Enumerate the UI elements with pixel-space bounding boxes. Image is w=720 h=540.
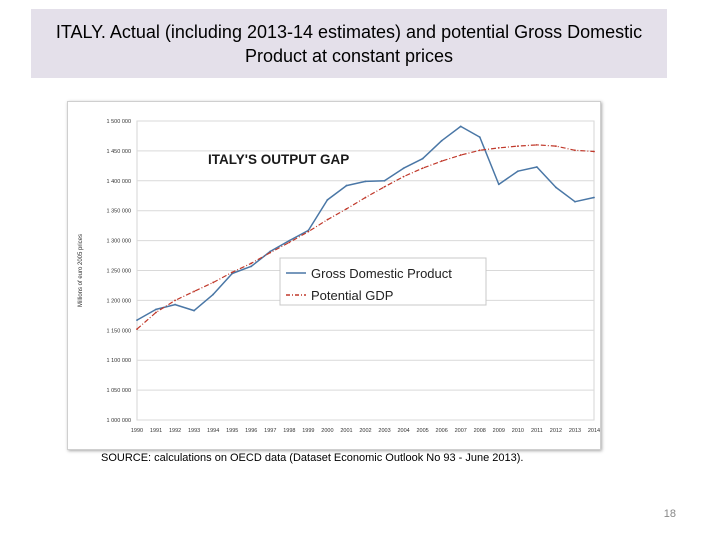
- gdp-point: [345, 184, 348, 187]
- potential-gdp-point: [535, 144, 538, 146]
- potential-gdp-point: [574, 149, 576, 152]
- page-number: 18: [663, 508, 676, 520]
- y-tick-label: 1 400 000: [107, 179, 131, 185]
- potential-gdp-point: [136, 328, 138, 331]
- gdp-point: [516, 170, 519, 173]
- potential-gdp-point: [307, 230, 310, 233]
- y-tick-label: 1 350 000: [107, 209, 131, 215]
- potential-gdp-point: [288, 241, 291, 244]
- x-tick-label: 1994: [207, 428, 219, 434]
- gdp-point: [402, 167, 405, 170]
- gdp-point: [421, 157, 424, 160]
- potential-gdp-point: [174, 299, 176, 302]
- potential-gdp-point: [516, 145, 519, 148]
- potential-gdp-point: [212, 281, 215, 284]
- x-tick-label: 2007: [455, 428, 467, 434]
- potential-gdp-point: [402, 175, 405, 178]
- gdp-point: [364, 180, 367, 183]
- gdp-point: [440, 139, 443, 142]
- x-tick-label: 1995: [226, 428, 238, 434]
- x-tick-label: 1990: [131, 428, 143, 434]
- x-tick-label: 2009: [493, 428, 505, 434]
- gdp-point: [497, 183, 500, 186]
- potential-gdp-point: [269, 251, 272, 254]
- gdp-point: [136, 319, 138, 322]
- slide-title: ITALY. Actual (including 2013-14 estimat…: [55, 21, 643, 66]
- potential-gdp-point: [250, 262, 253, 265]
- y-tick-label: 1 050 000: [107, 388, 131, 394]
- potential-gdp-point: [593, 150, 595, 153]
- y-tick-label: 1 500 000: [107, 119, 131, 125]
- potential-gdp-point: [193, 290, 196, 293]
- x-tick-label: 1991: [150, 428, 162, 434]
- y-tick-label: 1 000 000: [107, 418, 131, 424]
- potential-gdp-point: [555, 145, 557, 148]
- potential-gdp-point: [383, 185, 386, 188]
- x-tick-label: 2012: [550, 428, 562, 434]
- x-tick-label: 2011: [531, 428, 543, 434]
- gdp-point: [574, 200, 576, 203]
- gdp-point: [459, 125, 462, 128]
- potential-gdp-point: [155, 311, 157, 314]
- y-axis-label: Millions of euro 2005 prices: [78, 234, 84, 307]
- y-tick-label: 1 100 000: [107, 358, 131, 364]
- title-box: ITALY. Actual (including 2013-14 estimat…: [31, 9, 667, 78]
- x-tick-label: 2006: [436, 428, 448, 434]
- x-tick-label: 1992: [169, 428, 181, 434]
- x-tick-label: 2000: [321, 428, 333, 434]
- gdp-point: [478, 136, 481, 139]
- x-tick-label: 1998: [283, 428, 295, 434]
- gdp-point: [555, 186, 557, 189]
- potential-gdp-point: [440, 160, 443, 162]
- potential-gdp-point: [326, 218, 329, 221]
- legend-box: [279, 257, 487, 306]
- y-tick-label: 1 300 000: [107, 239, 131, 245]
- legend-label-potential-gdp: Potential GDP: [311, 288, 393, 303]
- x-tick-label: 2010: [512, 428, 524, 434]
- source-note: SOURCE: calculations on OECD data (Datas…: [101, 452, 524, 464]
- x-tick-label: 2003: [378, 428, 390, 434]
- potential-gdp-point: [497, 147, 500, 149]
- y-tick-label: 1 450 000: [107, 149, 131, 155]
- potential-gdp-point: [231, 271, 234, 274]
- x-tick-label: 2004: [397, 428, 409, 434]
- gdp-point: [383, 179, 386, 182]
- x-tick-label: 2002: [359, 428, 371, 434]
- potential-gdp-point: [459, 154, 462, 156]
- potential-gdp-point: [345, 208, 348, 210]
- gdp-point: [326, 199, 329, 201]
- x-tick-label: 1993: [188, 428, 200, 434]
- x-tick-label: 1996: [245, 428, 257, 434]
- gdp-point: [535, 166, 538, 168]
- x-tick-label: 1999: [302, 428, 314, 434]
- y-tick-label: 1 250 000: [107, 269, 131, 275]
- y-tick-label: 1 150 000: [107, 328, 131, 334]
- gdp-point: [288, 239, 291, 242]
- gdp-point: [193, 309, 196, 312]
- gdp-point: [593, 196, 595, 199]
- chart-frame: 1 000 000 1 050 000 1 100 000 1 150 000 1 20…: [67, 101, 601, 450]
- x-tick-label: 2001: [340, 428, 352, 434]
- potential-gdp-point: [478, 149, 481, 152]
- gdp-point: [155, 308, 157, 311]
- gdp-point: [250, 265, 253, 268]
- x-tick-label: 2014: [588, 428, 600, 434]
- gdp-point: [174, 303, 176, 306]
- y-tick-label: 1 200 000: [107, 298, 131, 304]
- potential-gdp-point: [364, 196, 367, 199]
- potential-gdp-point: [421, 167, 424, 170]
- legend-label-gdp: Gross Domestic Product: [311, 266, 452, 281]
- chart-title: ITALY'S OUTPUT GAP: [208, 152, 349, 167]
- x-tick-label: 1997: [264, 428, 276, 434]
- x-tick-label: 2005: [417, 428, 429, 434]
- gdp-point: [212, 293, 215, 296]
- x-tick-label: 2008: [474, 428, 486, 434]
- output-gap-chart: 1 000 000 1 050 000 1 100 000 1 150 000 1 20…: [78, 119, 600, 434]
- x-tick-label: 2013: [569, 428, 581, 434]
